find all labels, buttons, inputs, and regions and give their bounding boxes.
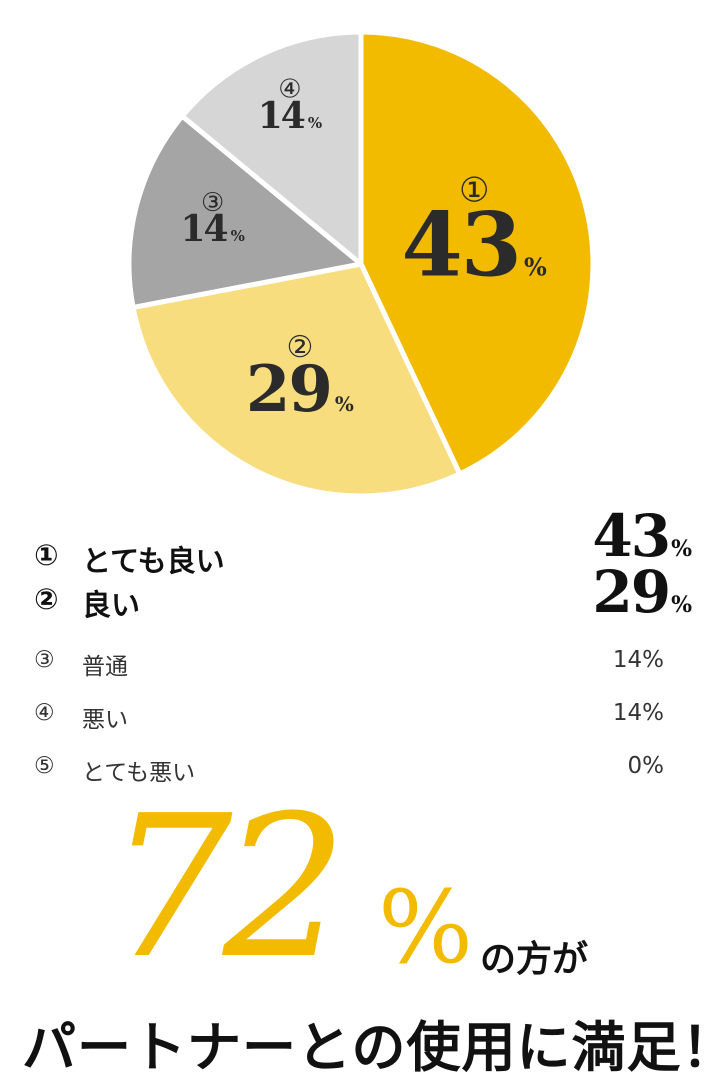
pie-slice-4 — [179, 29, 364, 267]
legend-number: ④ — [34, 700, 55, 726]
legend-row-3: ③ 普通 14% — [0, 647, 722, 687]
legend-label: とても良い — [82, 544, 225, 578]
headline-number: 72 — [108, 774, 347, 1002]
pie-slice-2 — [130, 261, 463, 499]
pie-slice-3 — [126, 113, 364, 310]
legend-percent-value: 43 — [592, 502, 671, 570]
legend-row-1: ① とても良い 43% — [0, 502, 722, 580]
legend-label: 普通 — [82, 654, 128, 680]
legend-number: ② — [34, 582, 59, 616]
headline: 72 % の方が — [0, 790, 722, 990]
pie-slice-value-1: 43% — [402, 193, 547, 297]
headline-suffix: の方が — [480, 939, 589, 980]
legend-percent: 43% — [592, 502, 692, 570]
legend-number: ⑤ — [34, 753, 55, 779]
legend-row-2: ② 良い 29% — [0, 558, 722, 650]
legend-percent: 14% — [612, 700, 664, 726]
legend-percent: 29% — [592, 558, 692, 626]
pie-slice-value-4: 14% — [258, 95, 322, 137]
legend-percent-unit: % — [671, 592, 692, 618]
pie-slice-marker-4: ④ — [278, 75, 301, 105]
pie-slice-marker-2: ② — [286, 330, 313, 365]
legend-number: ① — [34, 538, 59, 572]
legend-label: 悪い — [82, 707, 128, 733]
legend-number: ③ — [34, 647, 55, 673]
pie-slice-value-2: 29% — [246, 352, 354, 427]
pie-slice-marker-3: ③ — [201, 188, 224, 218]
headline-bottom: パートナーとの使用に満足！ — [22, 1016, 722, 1079]
legend-percent-unit: % — [671, 536, 692, 562]
legend-percent: 0% — [627, 753, 665, 779]
legend-row-5: ⑤ とても悪い 0% — [0, 753, 722, 793]
legend-percent: 14% — [612, 647, 664, 673]
pie-slice-marker-1: ① — [459, 171, 489, 211]
legend-row-4: ④ 悪い 14% — [0, 700, 722, 740]
legend-label: とても悪い — [82, 760, 196, 786]
pie-chart: ①43 %②29 %③14 %④14% — [126, 29, 596, 499]
legend-label: 良い — [82, 588, 141, 622]
headline-unit: % — [378, 869, 474, 986]
pie-slice-value-3: 14% — [181, 208, 245, 250]
legend-percent-value: 29 — [592, 558, 671, 626]
pie-slice-1 — [358, 29, 596, 477]
legend: ① とても良い 43% ② 良い 29% ③ 普通 14% ④ 悪い 14% ⑤… — [0, 480, 722, 790]
